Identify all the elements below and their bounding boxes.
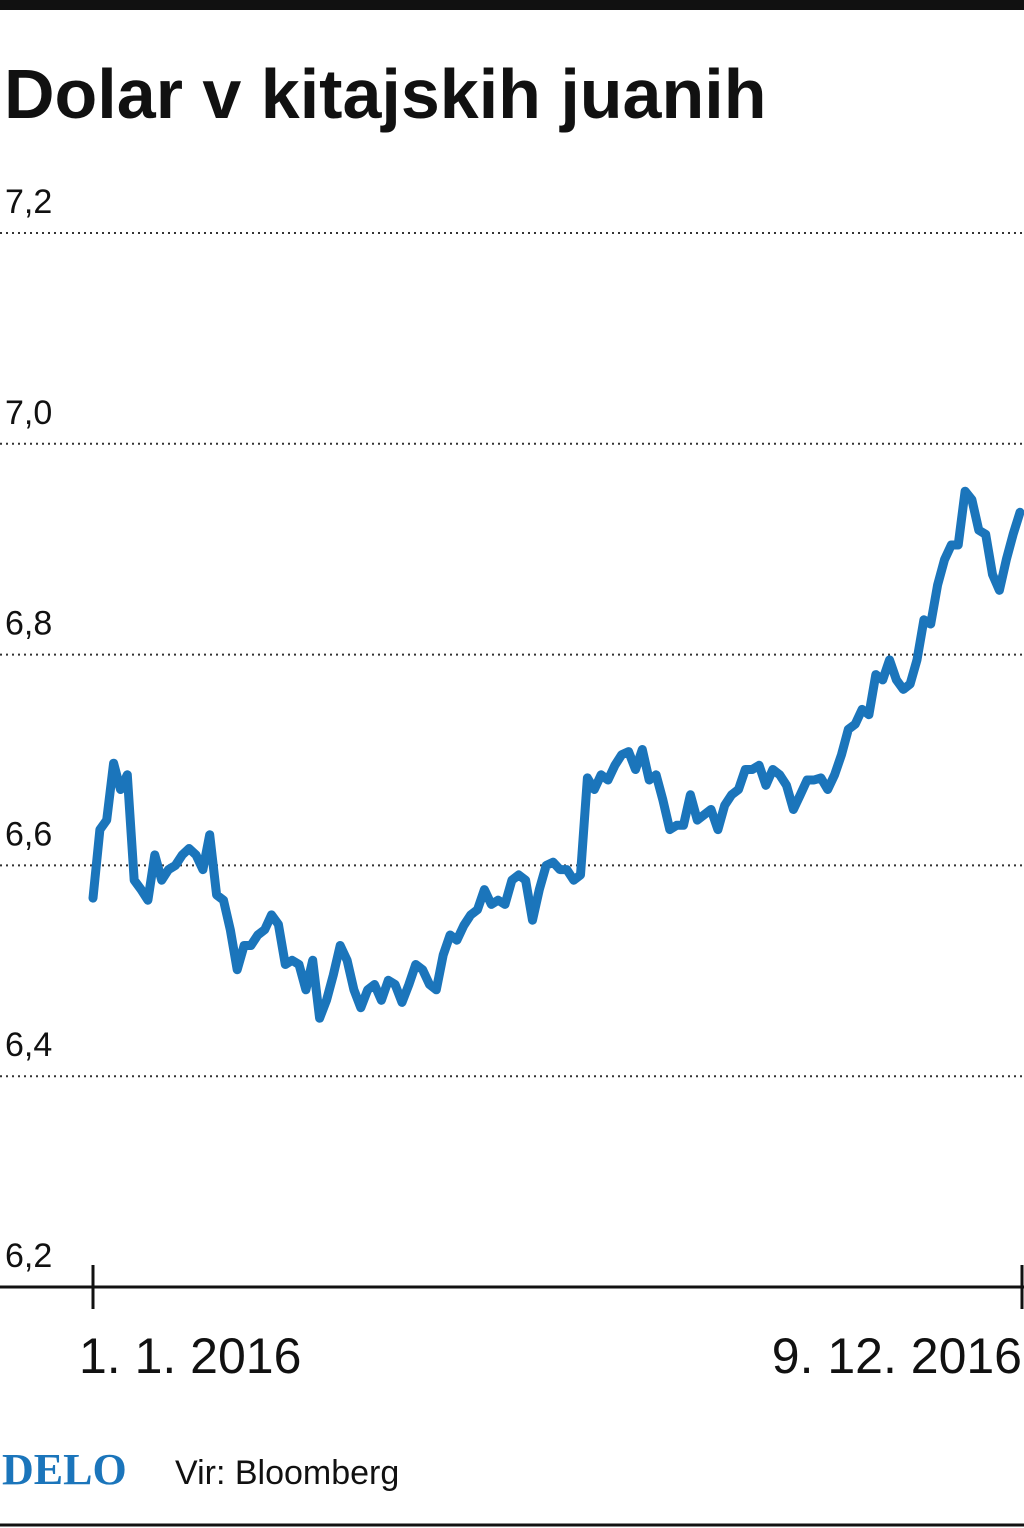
chart-title: Dolar v kitajskih juanih: [4, 55, 766, 133]
top-bar: [0, 0, 1024, 10]
x-tick-label: 1. 1. 2016: [79, 1328, 301, 1384]
x-tick-label: 9. 12. 2016: [772, 1328, 1022, 1384]
y-tick-label: 6,2: [5, 1237, 52, 1275]
y-tick-label: 7,2: [5, 183, 52, 221]
source: Vir: Bloomberg: [175, 1454, 399, 1492]
line-series: [88, 486, 1024, 1023]
y-tick-label: 6,4: [5, 1026, 52, 1064]
y-tick-label: 6,8: [5, 605, 52, 643]
y-tick-label: 7,0: [5, 394, 52, 432]
logo: DELO: [2, 1445, 127, 1494]
y-tick-label: 6,6: [5, 815, 52, 853]
